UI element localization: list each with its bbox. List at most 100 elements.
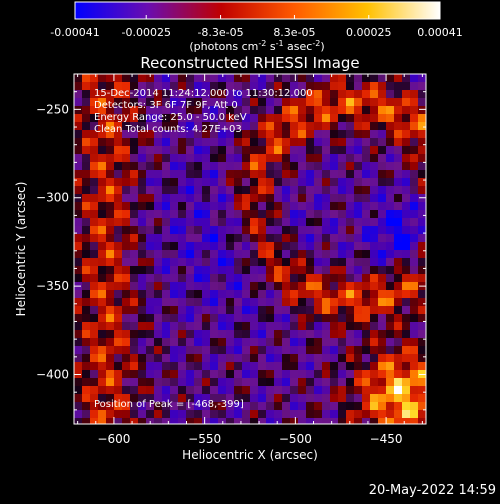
heatmap-cell xyxy=(282,282,291,291)
heatmap-cell xyxy=(266,154,275,163)
heatmap-cell xyxy=(170,378,179,387)
heatmap-cell xyxy=(258,90,267,99)
heatmap-cell xyxy=(242,186,251,195)
heatmap-cell xyxy=(98,154,107,163)
heatmap-cell xyxy=(138,226,147,235)
heatmap-cell xyxy=(370,106,379,115)
heatmap-cell xyxy=(74,330,83,339)
heatmap-cell xyxy=(274,234,283,243)
heatmap-cell xyxy=(282,402,291,411)
heatmap-cell xyxy=(242,266,251,275)
heatmap-cell xyxy=(378,418,387,424)
heatmap-cell xyxy=(114,362,123,371)
heatmap-cell xyxy=(410,90,419,99)
heatmap-cell xyxy=(314,210,323,219)
heatmap-cell xyxy=(106,146,115,155)
heatmap-cell xyxy=(354,266,363,275)
heatmap-cell xyxy=(98,362,107,371)
heatmap-cell xyxy=(418,178,426,187)
heatmap-cell xyxy=(354,114,363,123)
heatmap-cell xyxy=(226,298,235,307)
heatmap-cell xyxy=(170,162,179,171)
heatmap-cell xyxy=(370,122,379,131)
heatmap-cell xyxy=(210,386,219,395)
heatmap-cell xyxy=(266,210,275,219)
heatmap-cell xyxy=(330,178,339,187)
heatmap-cell xyxy=(178,98,187,107)
heatmap-cell xyxy=(314,234,323,243)
heatmap-cell xyxy=(274,90,283,99)
heatmap-cell xyxy=(218,242,227,251)
heatmap-cell xyxy=(194,290,203,299)
heatmap-cell xyxy=(186,154,195,163)
heatmap-cell xyxy=(402,106,411,115)
heatmap-cell xyxy=(90,250,99,259)
heatmap-cell xyxy=(106,138,115,147)
heatmap-cell xyxy=(234,114,243,123)
heatmap-cell xyxy=(82,74,91,83)
heatmap-cell xyxy=(322,114,331,123)
heatmap-cell xyxy=(378,378,387,387)
heatmap-cell xyxy=(338,290,347,299)
heatmap-cell xyxy=(210,186,219,195)
heatmap-cell xyxy=(226,170,235,179)
heatmap-cell xyxy=(98,82,107,91)
heatmap-cell xyxy=(314,194,323,203)
heatmap-cell xyxy=(90,290,99,299)
heatmap-cell xyxy=(226,178,235,187)
heatmap-cell xyxy=(226,418,235,424)
heatmap-cell xyxy=(394,314,403,323)
heatmap-cell xyxy=(306,178,315,187)
heatmap-cell xyxy=(322,234,331,243)
heatmap-cell xyxy=(290,122,299,131)
heatmap-cell xyxy=(218,378,227,387)
heatmap-cell xyxy=(386,274,395,283)
heatmap-cell xyxy=(394,410,403,419)
heatmap-cell xyxy=(378,90,387,99)
heatmap-cell xyxy=(154,250,163,259)
heatmap-cell xyxy=(74,362,83,371)
heatmap-cell xyxy=(354,234,363,243)
heatmap-cell xyxy=(386,170,395,179)
heatmap-cell xyxy=(418,226,426,235)
heatmap-cell xyxy=(162,98,171,107)
heatmap-cell xyxy=(146,306,155,315)
heatmap-cell xyxy=(122,154,131,163)
heatmap-cell xyxy=(178,186,187,195)
heatmap-cell xyxy=(258,290,267,299)
heatmap-cell xyxy=(250,226,259,235)
heatmap-cell xyxy=(146,410,155,419)
heatmap-cell xyxy=(386,202,395,211)
heatmap-cell xyxy=(242,170,251,179)
heatmap-cell xyxy=(266,394,275,403)
heatmap-cell xyxy=(226,82,235,91)
heatmap-cell xyxy=(282,122,291,131)
heatmap-cell xyxy=(306,154,315,163)
heatmap-cell xyxy=(282,242,291,251)
heatmap-cell xyxy=(234,354,243,363)
heatmap-cell xyxy=(226,138,235,147)
heatmap-cell xyxy=(138,234,147,243)
heatmap-cell xyxy=(370,370,379,379)
heatmap-cell xyxy=(90,154,99,163)
heatmap-cell xyxy=(370,394,379,403)
heatmap-cell xyxy=(138,210,147,219)
heatmap-cell xyxy=(370,154,379,163)
heatmap-cell xyxy=(362,402,371,411)
heatmap-cell xyxy=(250,82,259,91)
heatmap-cell xyxy=(394,354,403,363)
heatmap-cell xyxy=(98,250,107,259)
heatmap-cell xyxy=(266,418,275,424)
heatmap-cell xyxy=(138,322,147,331)
heatmap-cell xyxy=(282,410,291,419)
heatmap-cell xyxy=(402,394,411,403)
heatmap-cell xyxy=(82,258,91,267)
y-tick-label: −300 xyxy=(36,191,69,205)
heatmap-cell xyxy=(114,306,123,315)
heatmap-cell xyxy=(290,138,299,147)
heatmap-cell xyxy=(178,386,187,395)
heatmap-cell xyxy=(154,282,163,291)
heatmap-cell xyxy=(378,146,387,155)
annotation-line: Detectors: 3F 6F 7F 9F, Att 0 xyxy=(94,100,238,111)
